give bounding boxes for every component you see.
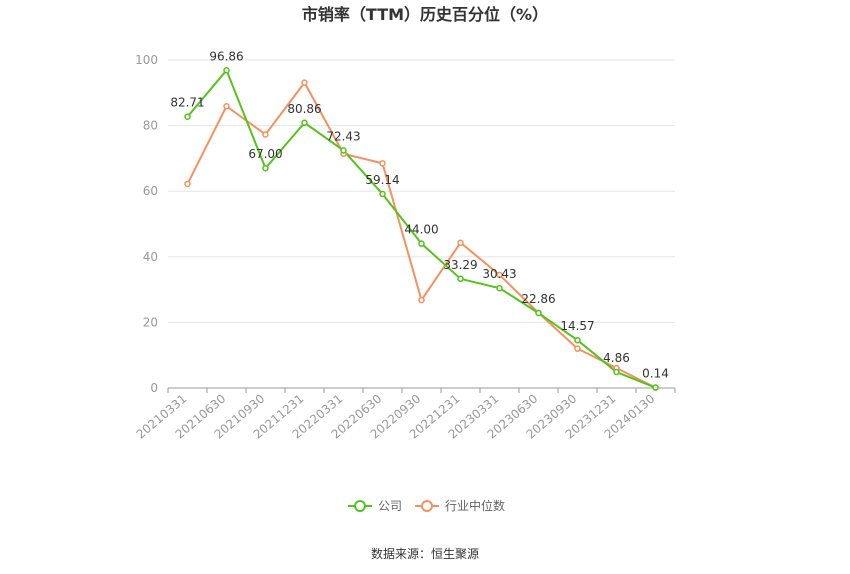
legend-swatch-marker xyxy=(421,500,433,512)
legend-swatch-marker xyxy=(354,500,366,512)
grid xyxy=(168,59,675,323)
data-label: 0.14 xyxy=(642,367,669,381)
data-label: 82.71 xyxy=(170,96,204,110)
legend-label: 公司 xyxy=(378,499,402,513)
series-0-point[interactable] xyxy=(652,384,659,391)
chart-title: 市销率（TTM）历史百分位（%） xyxy=(302,5,548,24)
series-1-point[interactable] xyxy=(379,160,386,167)
series-0-point[interactable] xyxy=(379,190,386,198)
series-0-point[interactable] xyxy=(613,368,620,376)
series-0-point[interactable] xyxy=(496,284,503,292)
y-tick-label: 60 xyxy=(143,184,158,198)
data-label: 96.86 xyxy=(209,49,243,63)
data-label: 67.00 xyxy=(248,147,282,161)
data-label: 30.43 xyxy=(482,267,516,281)
legend-item-1[interactable]: 行业中位数 xyxy=(415,498,505,513)
data-label: 4.86 xyxy=(603,351,630,365)
series-0-point[interactable] xyxy=(223,67,230,74)
series-1-point[interactable] xyxy=(223,102,230,110)
series-0-point[interactable] xyxy=(340,147,347,154)
y-tick-label: 0 xyxy=(150,381,158,395)
y-tick-label: 80 xyxy=(143,119,158,133)
series-1-point[interactable] xyxy=(457,239,464,246)
legend-item-0[interactable]: 公司 xyxy=(348,499,402,513)
series-0-point[interactable] xyxy=(262,164,269,172)
series-0-point[interactable] xyxy=(535,309,542,317)
y-tick-label: 100 xyxy=(135,53,158,67)
series-1-point[interactable] xyxy=(418,296,425,304)
series-1-point[interactable] xyxy=(301,79,308,86)
series-group xyxy=(184,67,659,391)
data-label: 22.86 xyxy=(521,292,555,306)
series-1-point[interactable] xyxy=(262,131,269,138)
series-0-point[interactable] xyxy=(184,113,191,120)
series-0-point[interactable] xyxy=(457,275,464,283)
y-tick-label: 20 xyxy=(143,315,158,329)
data-label: 72.43 xyxy=(326,129,360,143)
series-1-point[interactable] xyxy=(496,271,503,279)
legend-label: 行业中位数 xyxy=(445,498,505,513)
series-1-point[interactable] xyxy=(574,345,581,352)
series-0-point[interactable] xyxy=(418,240,425,247)
series-0-point[interactable] xyxy=(574,336,581,344)
source-note: 数据来源：恒生聚源 xyxy=(371,546,479,561)
data-labels: 82.71 96.86 67.00 80.86 72.43 59.14 44.00 33.29… xyxy=(170,49,669,380)
data-label: 14.57 xyxy=(560,319,594,333)
series-0-point[interactable] xyxy=(301,119,308,127)
y-tick-label: 40 xyxy=(143,250,158,264)
series-1-point[interactable] xyxy=(184,180,191,188)
data-label: 80.86 xyxy=(287,102,321,116)
legend[interactable]: 公司 行业中位数 xyxy=(348,498,505,513)
data-label: 59.14 xyxy=(365,173,399,187)
axes: 0204060801002021033120210630202109302021… xyxy=(134,53,676,442)
data-label: 33.29 xyxy=(443,258,477,272)
data-label: 44.00 xyxy=(404,223,438,237)
